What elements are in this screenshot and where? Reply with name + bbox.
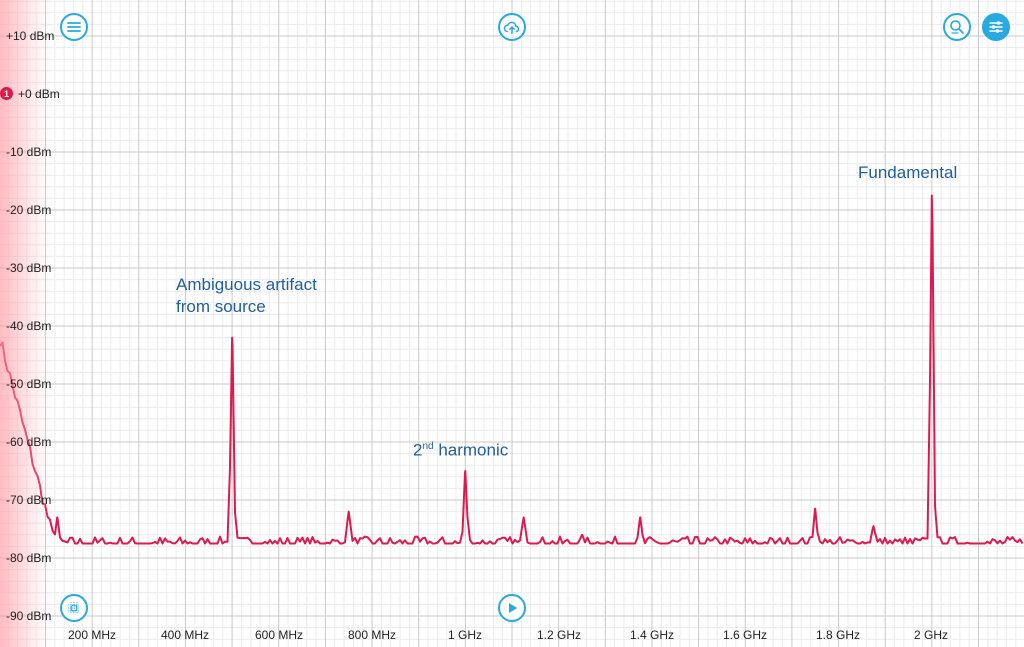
crosshair-grid-icon: [68, 602, 80, 614]
x-tick-label: 600 MHz: [254, 628, 304, 642]
play-button[interactable]: [498, 594, 526, 622]
x-tick-label: 2 GHz: [913, 628, 949, 642]
annotation-harmonic-number: 2: [413, 440, 423, 460]
annotation-harmonic: 2nd harmonic: [413, 436, 508, 462]
y-tick-label: -30 dBm: [6, 261, 52, 275]
zoom-button[interactable]: [943, 13, 971, 41]
sliders-icon: [989, 21, 1003, 33]
annotation-artifact-line1: Ambiguous artifact: [176, 275, 317, 294]
y-tick-label: +0 dBm: [18, 87, 60, 101]
x-tick-label: 400 MHz: [160, 628, 210, 642]
crosshair-button[interactable]: [60, 594, 88, 622]
x-tick-label: 1.8 GHz: [815, 628, 861, 642]
x-tick-label: 800 MHz: [347, 628, 397, 642]
magnifier-icon: [950, 20, 964, 34]
annotation-harmonic-text: harmonic: [433, 440, 509, 460]
annotation-artifact: Ambiguous artifact from source: [176, 274, 317, 318]
y-tick-label: +10 dBm: [6, 29, 55, 43]
y-tick-label: -90 dBm: [6, 609, 52, 623]
x-tick-label: 1 GHz: [447, 628, 483, 642]
y-tick-label: -50 dBm: [6, 377, 52, 391]
play-icon: [509, 603, 517, 613]
hamburger-menu-icon: [67, 22, 81, 32]
cloud-upload-icon: [503, 21, 520, 35]
y-tick-label: -40 dBm: [6, 319, 52, 333]
marker-1-badge[interactable]: 1: [0, 87, 13, 100]
annotation-harmonic-suffix: nd: [422, 441, 434, 452]
menu-button[interactable]: [60, 13, 88, 41]
cloud-upload-button[interactable]: [498, 13, 526, 41]
spectrum-trace: [0, 194, 1024, 545]
y-tick-label: -10 dBm: [6, 145, 52, 159]
x-tick-label: 1.4 GHz: [629, 628, 675, 642]
y-tick-label: -80 dBm: [6, 551, 52, 565]
y-tick-label: -70 dBm: [6, 493, 52, 507]
settings-button[interactable]: [982, 13, 1010, 41]
y-tick-label: -60 dBm: [6, 435, 52, 449]
x-tick-label: 1.6 GHz: [722, 628, 768, 642]
x-tick-label: 1.2 GHz: [536, 628, 582, 642]
x-tick-label: 200 MHz: [67, 628, 117, 642]
annotation-fundamental: Fundamental: [858, 163, 958, 182]
y-tick-label: -20 dBm: [6, 203, 52, 217]
annotation-artifact-line2: from source: [176, 297, 266, 316]
